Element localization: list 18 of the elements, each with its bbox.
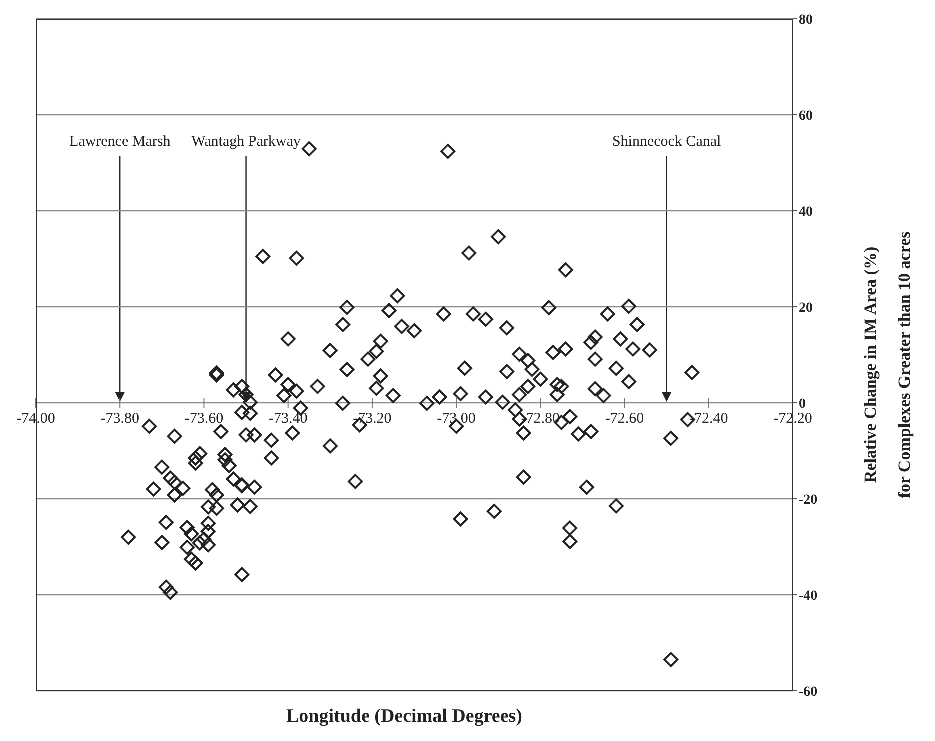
- x-tick-label: -73.40: [268, 411, 308, 427]
- ref-line-label: Lawrence Marsh: [70, 134, 172, 150]
- y-tick-label: 20: [799, 300, 813, 316]
- ref-line-label: Shinnecock Canal: [612, 134, 722, 150]
- y-tick-label: 40: [799, 204, 813, 220]
- y-axis-title: Relative Change in IM Area (%) for Complexes Greater than 10 acres: [861, 231, 914, 498]
- x-axis-title: Longitude (Decimal Degrees): [286, 706, 523, 727]
- y-tick-label: 60: [799, 108, 813, 124]
- y-tick-label: -40: [799, 588, 818, 604]
- x-tick-label: -73.80: [100, 411, 140, 427]
- y-tick-label: 0: [799, 396, 806, 412]
- y-tick-label: 80: [799, 12, 813, 28]
- y-tick-label: -20: [799, 492, 818, 508]
- x-tick-label: -72.60: [605, 411, 644, 427]
- ref-line-label: Wantagh Parkway: [192, 134, 302, 150]
- y-tick-label: -60: [799, 684, 818, 700]
- x-tick-label: -73.60: [184, 411, 224, 427]
- x-tick-label: -73.20: [353, 411, 392, 427]
